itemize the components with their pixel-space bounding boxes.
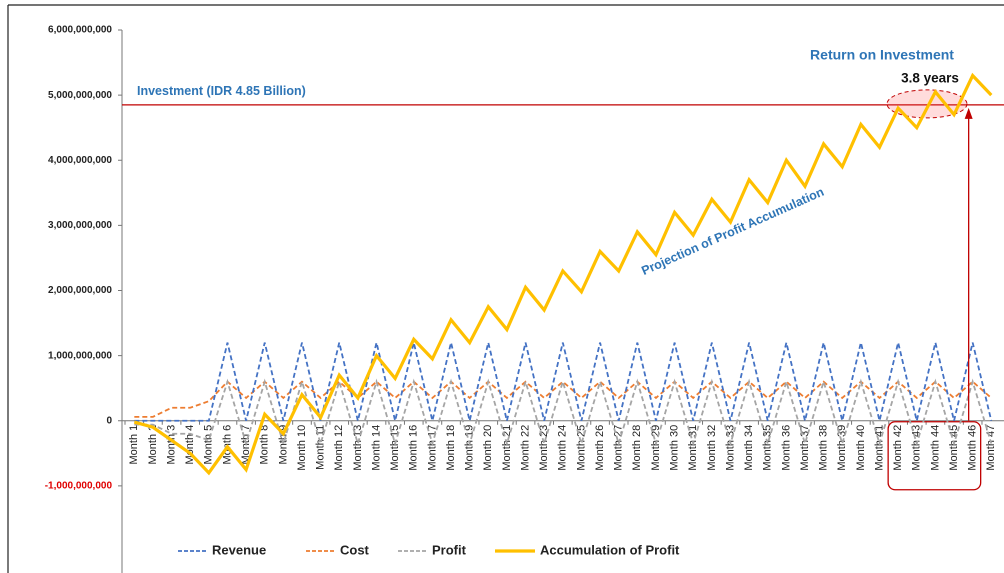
x-tick-label: Month 2 [147,425,159,465]
x-tick-label: Month 22 [519,425,531,471]
x-tick-label: Month 23 [538,425,550,471]
x-tick-label: Month 28 [631,425,643,471]
x-tick-label: Month 42 [892,425,904,471]
legend-label: Accumulation of Profit [540,542,680,557]
x-tick-label: Month 1 [128,425,140,465]
x-tick-label: Month 11 [315,425,327,470]
legend-label: Profit [432,542,467,557]
x-tick-label: Month 47 [985,425,997,471]
investment-label: Investment (IDR 4.85 Billion) [137,84,306,98]
x-tick-label: Month 45 [948,425,960,471]
x-tick-label: Month 32 [706,425,718,471]
roi-ellipse [886,89,968,119]
x-tick-label: Month 38 [818,425,830,471]
x-tick-label: Month 43 [911,425,923,471]
x-tick-label: Month 3 [165,425,177,465]
x-tick-label: Month 10 [296,425,308,471]
roi-label: 3.8 years [901,71,959,86]
x-tick-label: Month 19 [464,425,476,471]
x-tick-label: Month 26 [594,425,606,471]
x-tick-label: Month 37 [799,425,811,471]
x-tick-label: Month 31 [687,425,699,471]
x-tick-label: Month 36 [780,425,792,471]
roi-arrow [964,107,973,119]
y-tick-label: 5,000,000,000 [48,90,112,101]
y-tick-label: 0 [106,415,112,426]
x-tick-label: Month 5 [203,425,215,465]
x-tick-label: Month 20 [482,425,494,471]
x-tick-label: Month 12 [333,425,345,471]
x-tick-label: Month 39 [836,425,848,471]
y-tick-label: -1,000,000,000 [45,481,113,492]
x-tick-label: Month 46 [967,425,979,471]
roi-highlight-box [887,421,982,491]
series-line [134,342,993,422]
x-tick-label: Month 18 [445,425,457,471]
y-tick-label: 6,000,000,000 [48,25,112,36]
legend-label: Revenue [212,542,266,557]
x-tick-label: Month 25 [575,425,587,471]
x-tick-label: Month 40 [855,425,867,471]
x-tick-label: Month 30 [668,425,680,471]
x-tick-label: Month 24 [557,425,569,471]
x-tick-label: Month 44 [929,425,941,471]
x-tick-label: Month 16 [408,425,420,471]
x-tick-label: Month 13 [352,425,364,471]
roi-title: Return on Investment [810,47,954,63]
y-tick-label: 1,000,000,000 [48,350,112,361]
y-tick-label: 3,000,000,000 [48,220,112,231]
x-tick-label: Month 14 [370,425,382,471]
series-line [133,72,993,476]
x-tick-label: Month 8 [259,425,271,465]
x-tick-label: Month 17 [426,425,438,471]
y-tick-label: 4,000,000,000 [48,155,112,166]
y-tick-label: 2,000,000,000 [48,285,112,296]
x-tick-label: Month 34 [743,425,755,471]
legend-label: Cost [340,542,370,557]
